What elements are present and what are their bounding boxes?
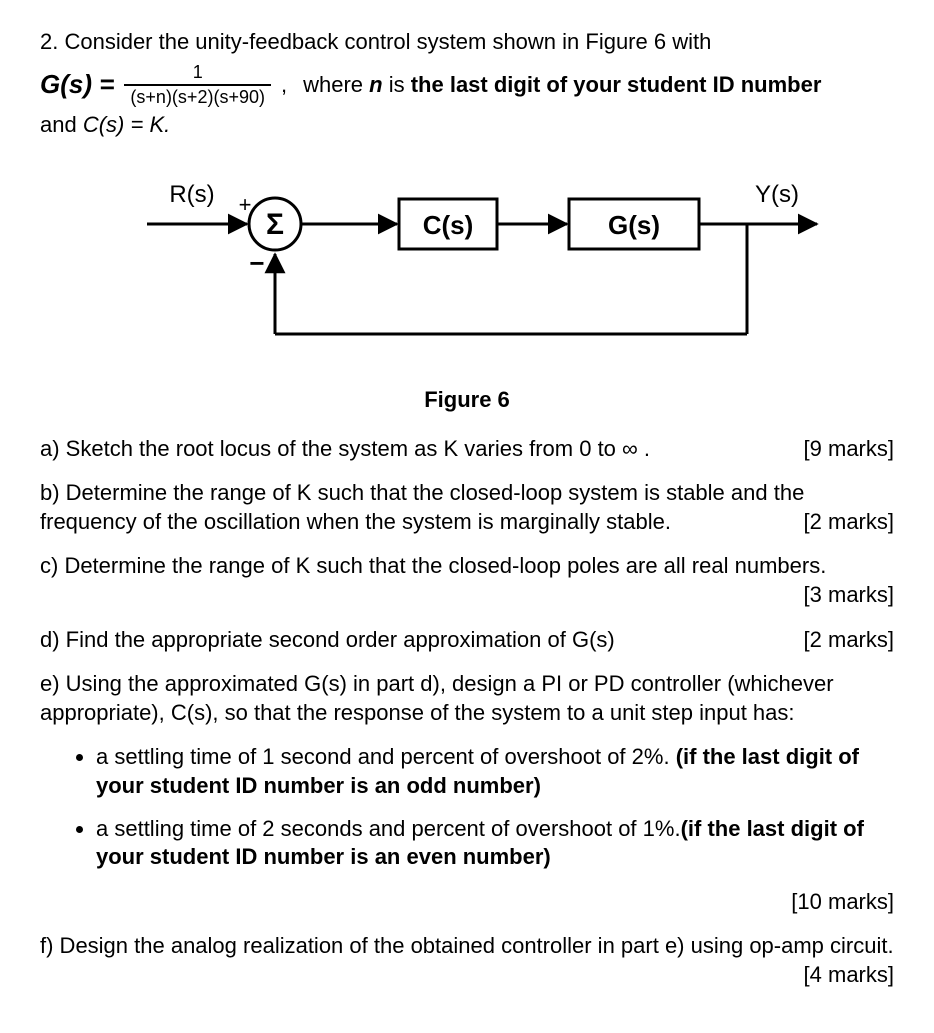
cs-eq: C(s) = K. [83,112,170,137]
where-n: n [369,72,382,97]
part-e-marks: [10 marks] [791,888,894,917]
part-c-text: c) Determine the range of K such that th… [40,553,826,578]
bullet1-pre: a settling time of 1 second and percent … [96,744,676,769]
where-pre: where [303,72,369,97]
part-c-marks: [3 marks] [804,581,894,610]
cs-line: and C(s) = K. [40,111,894,140]
where-mid: is [383,72,411,97]
part-e-bullets: a settling time of 1 second and percent … [40,743,894,871]
minus-sign: − [249,248,264,278]
frac-numerator: 1 [183,61,213,84]
g-block-label: G(s) [608,210,660,240]
bullet-odd: a settling time of 1 second and percent … [96,743,894,800]
part-f: f) Design the analog realization of the … [40,932,894,989]
part-a-marks: [9 marks] [804,435,894,464]
comma: , [281,71,287,100]
block-diagram: R(s) + Σ − C(s) G(s) Y(s) [97,164,837,374]
figure-caption: Figure 6 [40,386,894,415]
part-e-marks-row: [10 marks] [40,888,894,917]
where-clause: where n is the last digit of your studen… [303,71,821,100]
sigma-symbol: Σ [266,208,284,241]
c-block-label: C(s) [423,210,474,240]
part-d-text: d) Find the appropriate second order app… [40,627,615,652]
part-b-marks: [2 marks] [804,508,894,537]
bullet2-pre: a settling time of 2 seconds and percent… [96,816,681,841]
part-d-marks: [2 marks] [804,626,894,655]
part-d: d) Find the appropriate second order app… [40,626,894,655]
part-f-text: f) Design the analog realization of the … [40,933,894,958]
part-c: c) Determine the range of K such that th… [40,552,894,609]
fraction: 1 (s+n)(s+2)(s+90) [124,61,271,110]
part-f-marks: [4 marks] [804,961,894,990]
figure-6: R(s) + Σ − C(s) G(s) Y(s) [40,164,894,374]
part-a-text: a) Sketch the root locus of the system a… [40,436,650,461]
question-intro: 2. Consider the unity-feedback control s… [40,28,894,57]
y-label: Y(s) [755,181,799,208]
equation-line: G(s) = 1 (s+n)(s+2)(s+90) , where n is t… [40,61,894,110]
part-b-text: b) Determine the range of K such that th… [40,480,804,534]
part-a: a) Sketch the root locus of the system a… [40,435,894,464]
bullet-even: a settling time of 2 seconds and percent… [96,815,894,872]
r-label: R(s) [169,181,214,208]
part-e-intro: e) Using the approximated G(s) in part d… [40,670,894,727]
where-bold-1: the last digit of your student ID number [411,72,822,97]
plus-sign: + [239,192,252,217]
frac-denominator: (s+n)(s+2)(s+90) [124,84,271,109]
and-text: and [40,112,83,137]
part-b: b) Determine the range of K such that th… [40,479,894,536]
gs-lhs: G(s) = [40,68,114,102]
